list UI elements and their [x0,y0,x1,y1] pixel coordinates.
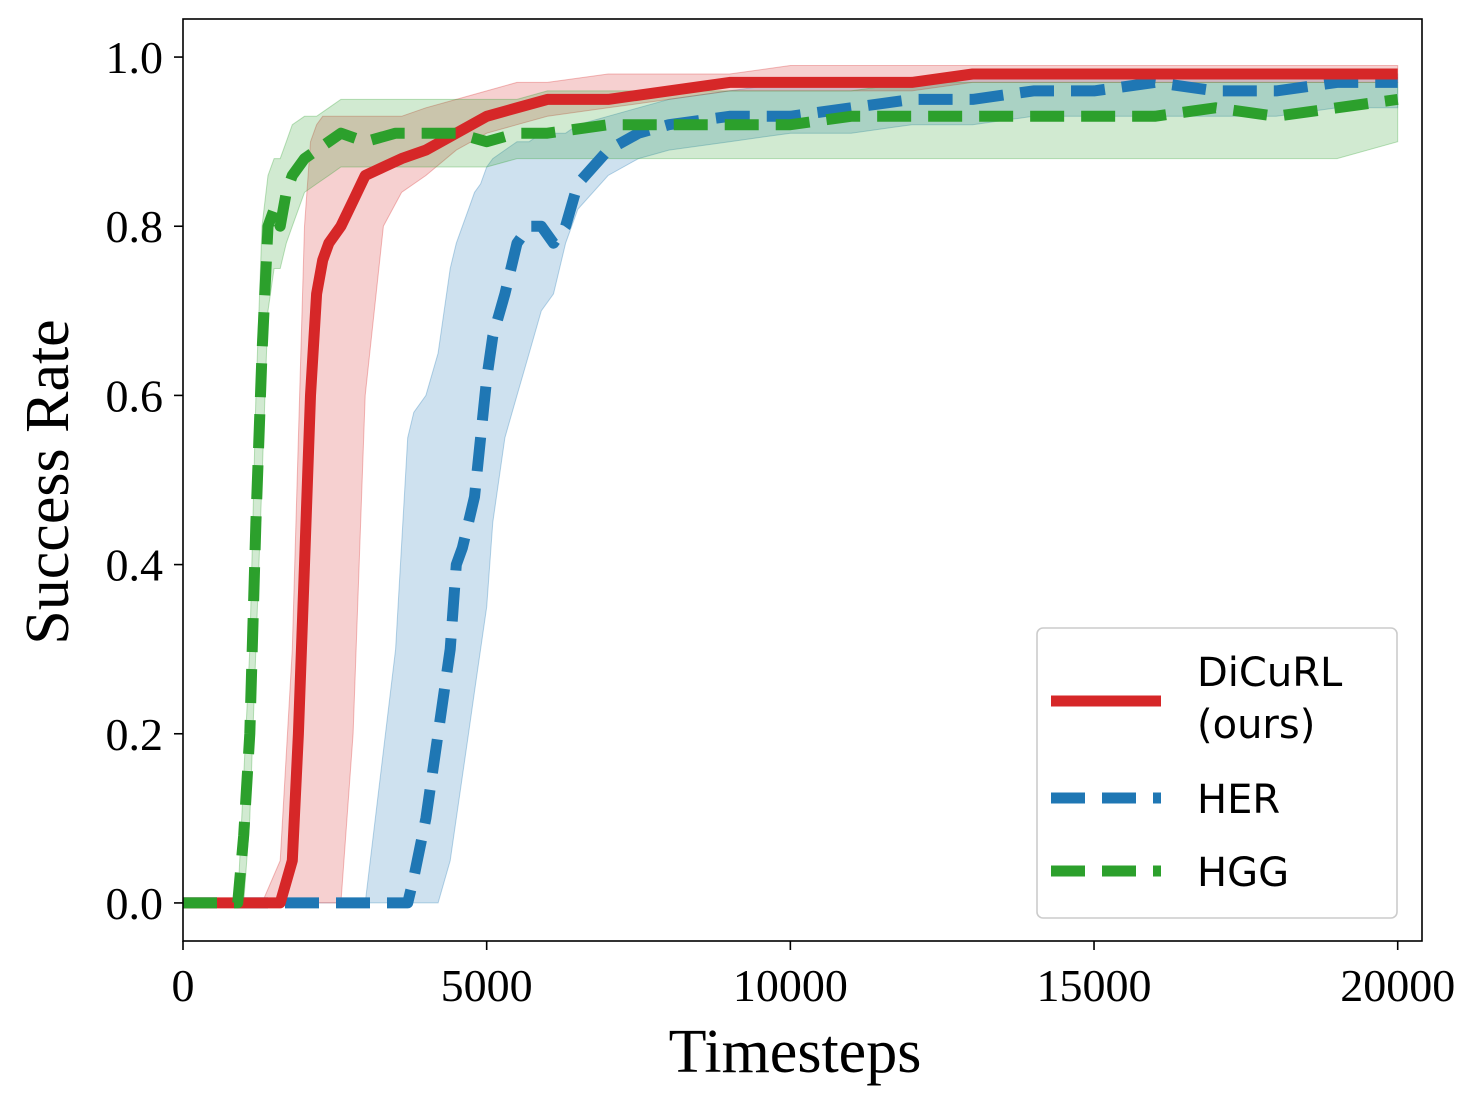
her-confidence-band [183,73,1399,904]
x-tick-label: 5000 [441,960,533,1011]
y-tick-label: 0.6 [106,370,164,421]
x-tick-label: 0 [172,960,195,1011]
y-tick-label: 0.8 [106,201,164,252]
plot-frame [182,18,1423,942]
legend-label-her: HER [1197,777,1280,823]
x-tick-label: 10000 [733,960,848,1011]
x-axis: 0 5000 10000 15000 20000 [172,941,1455,1011]
legend-label-hgg: HGG [1197,850,1289,896]
y-tick-label: 0.2 [106,709,164,760]
legend: DiCuRL (ours) HER HGG [1036,627,1398,919]
y-tick-label: 0.0 [106,878,164,929]
y-tick-label: 1.0 [106,32,164,83]
y-axis-title: Success Rate [14,319,82,644]
dicurl-series-line [183,68,1398,909]
series-lines [183,68,1399,909]
legend-label-dicurl: (ours) [1197,702,1315,748]
x-tick-label: 15000 [1037,960,1152,1011]
x-axis-title: Timesteps [669,1018,922,1086]
hgg-series-line [183,93,1399,909]
x-tick-label: 20000 [1340,960,1455,1011]
y-axis: 0.0 0.2 0.4 0.6 0.8 1.0 [106,32,183,929]
legend-label-dicurl: DiCuRL [1197,650,1343,696]
her-series-line [183,76,1398,909]
y-tick-label: 0.4 [106,540,164,591]
